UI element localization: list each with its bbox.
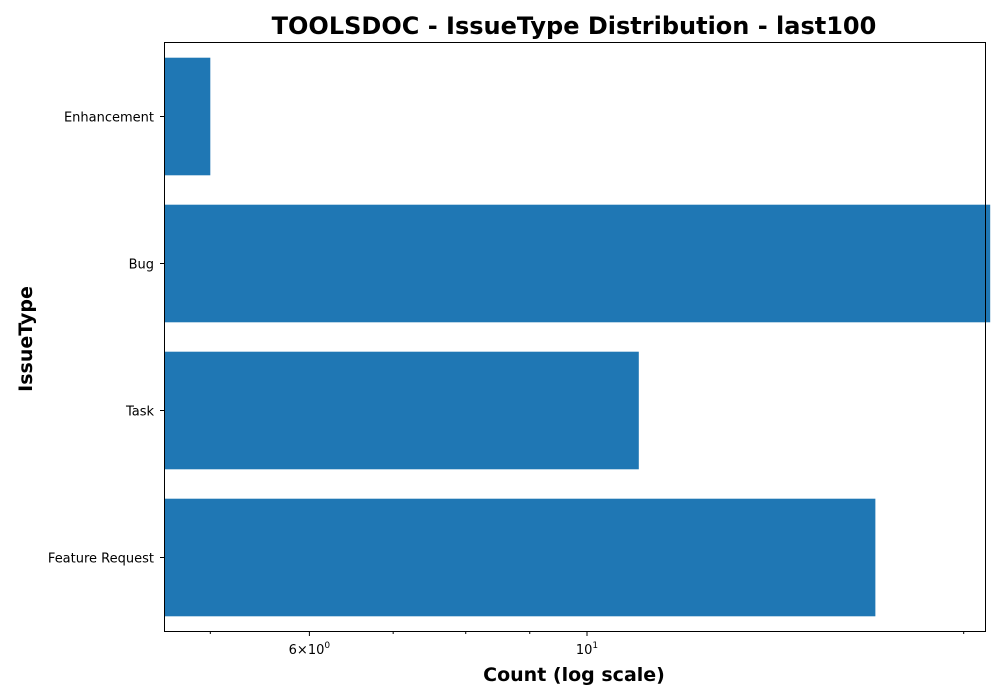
y-tick-label: Feature Request <box>48 552 154 567</box>
bar-bug <box>165 204 991 323</box>
y-tick-label: Enhancement <box>64 111 154 126</box>
plot-frame <box>164 42 986 632</box>
bar-feature-request <box>165 498 876 617</box>
x-axis: 6×100 101 <box>209 631 965 658</box>
chart-title: TOOLSDOC - IssueType Distribution - last… <box>272 12 877 40</box>
bar-task <box>165 351 639 470</box>
y-axis: Feature Request Task Bug Enhancement <box>48 111 165 567</box>
y-axis-label: IssueType <box>15 286 37 392</box>
y-tick-label: Task <box>125 405 155 420</box>
bar-enhancement <box>165 57 211 176</box>
y-tick-label: Bug <box>129 258 154 273</box>
bars-layer <box>165 57 991 617</box>
x-axis-label: Count (log scale) <box>483 664 665 686</box>
x-tick-label: 6×100 <box>289 641 331 658</box>
x-tick-label: 101 <box>576 641 598 658</box>
